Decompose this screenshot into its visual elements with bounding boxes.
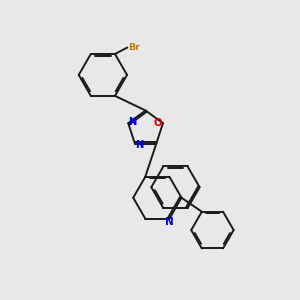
Text: N: N: [165, 217, 173, 227]
Text: Br: Br: [128, 43, 140, 52]
Text: N: N: [128, 117, 136, 127]
Text: O: O: [154, 118, 163, 128]
Text: N: N: [135, 140, 143, 150]
